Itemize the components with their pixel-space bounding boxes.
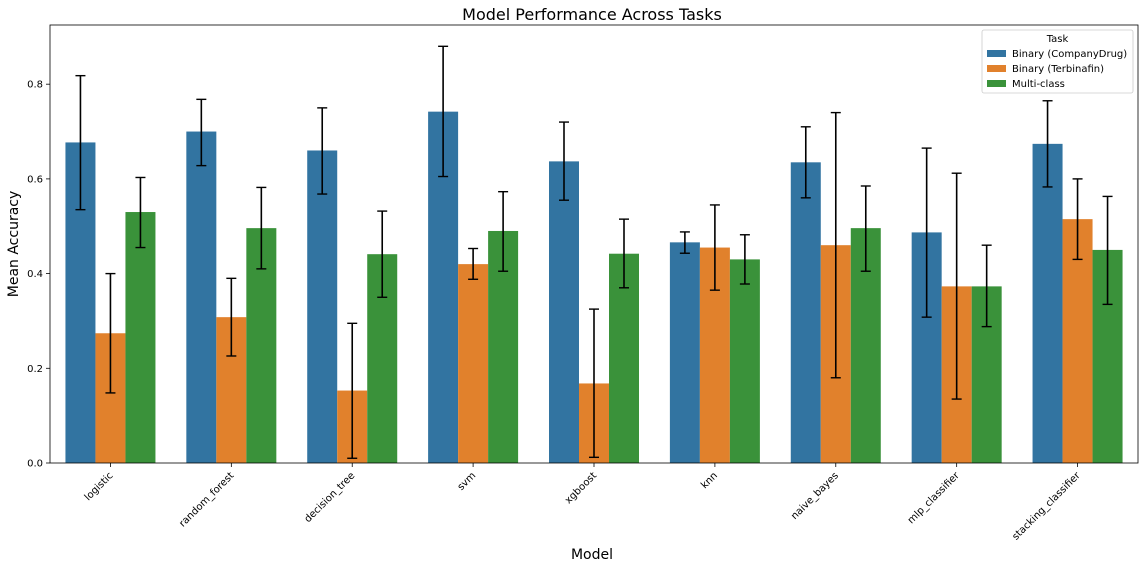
bar-random_forest-series-0 <box>186 131 217 464</box>
bar-svm-series-1 <box>458 264 489 463</box>
y-tick-label: 0.4 <box>27 269 43 280</box>
bar-xgboost-series-0 <box>549 161 579 463</box>
legend-entry-series-2: Multi-class <box>1012 79 1065 90</box>
bar-logistic-series-2 <box>125 212 156 463</box>
x-axis-label: Model <box>571 547 613 563</box>
bar-stacking_classifier-series-0 <box>1032 143 1063 463</box>
y-tick-label: 0.2 <box>27 364 43 375</box>
y-axis-label: Mean Accuracy <box>6 191 22 298</box>
legend: Task Binary (CompanyDrug) Binary (Terbinaf… <box>981 29 1134 94</box>
legend-box <box>981 29 1134 94</box>
x-tick-label: stacking_classifier <box>1010 470 1083 543</box>
legend-swatch-series-2 <box>987 80 1006 87</box>
bar-decision_tree-series-0 <box>307 150 338 463</box>
bar-knn-series-2 <box>729 259 760 463</box>
x-tick-label: mlp_classifier <box>906 470 963 527</box>
legend-title: Task <box>1046 34 1069 45</box>
bar-knn-series-0 <box>669 242 700 463</box>
plot-area: 0.0 0.2 0.4 0.6 0.8 logistic random_forest deci… <box>27 24 1139 543</box>
bar-xgboost-series-2 <box>609 253 639 463</box>
y-tick-label: 0.8 <box>27 80 43 91</box>
legend-swatch-series-0 <box>987 50 1006 57</box>
x-tick-label: random_forest <box>177 470 236 529</box>
legend-entry-series-1: Binary (Terbinafin) <box>1012 64 1104 75</box>
legend-entry-series-0: Binary (CompanyDrug) <box>1012 49 1127 60</box>
y-tick-label: 0.0 <box>27 459 43 470</box>
x-tick-label: logistic <box>83 470 116 503</box>
bar-naive_bayes-series-0 <box>790 162 821 464</box>
x-tick-label: decision_tree <box>303 470 358 525</box>
x-tick-label: xgboost <box>563 470 599 506</box>
x-tick-label: naive_bayes <box>789 470 841 522</box>
y-tick-label: 0.6 <box>27 174 43 185</box>
legend-swatch-series-1 <box>987 65 1006 72</box>
x-tick-label: svm <box>456 470 479 493</box>
chart-title: Model Performance Across Tasks <box>462 5 722 24</box>
x-tick-label: knn <box>699 470 720 491</box>
